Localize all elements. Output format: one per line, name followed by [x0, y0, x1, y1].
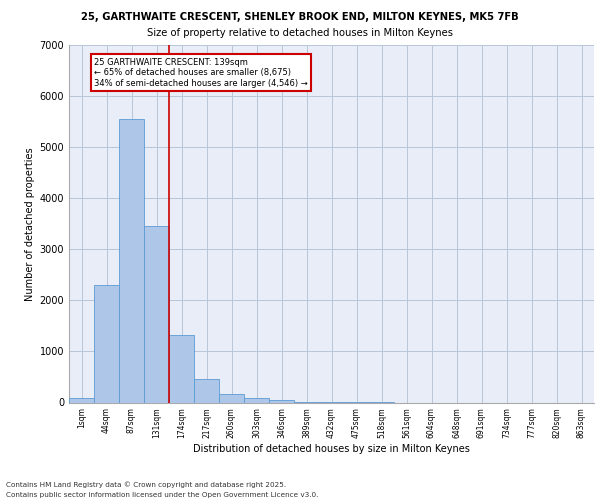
- Bar: [244, 398, 269, 402]
- Text: Contains HM Land Registry data © Crown copyright and database right 2025.: Contains HM Land Registry data © Crown c…: [6, 481, 286, 488]
- Bar: [219, 394, 244, 402]
- X-axis label: Distribution of detached houses by size in Milton Keynes: Distribution of detached houses by size …: [193, 444, 470, 454]
- Text: Size of property relative to detached houses in Milton Keynes: Size of property relative to detached ho…: [147, 28, 453, 38]
- Bar: [94, 285, 119, 403]
- Bar: [69, 398, 94, 402]
- Bar: [194, 379, 219, 402]
- Y-axis label: Number of detached properties: Number of detached properties: [25, 147, 35, 300]
- Text: Contains public sector information licensed under the Open Government Licence v3: Contains public sector information licen…: [6, 492, 319, 498]
- Text: 25 GARTHWAITE CRESCENT: 139sqm
← 65% of detached houses are smaller (8,675)
34% : 25 GARTHWAITE CRESCENT: 139sqm ← 65% of …: [94, 58, 308, 88]
- Text: 25, GARTHWAITE CRESCENT, SHENLEY BROOK END, MILTON KEYNES, MK5 7FB: 25, GARTHWAITE CRESCENT, SHENLEY BROOK E…: [81, 12, 519, 22]
- Bar: [119, 119, 144, 403]
- Bar: [169, 335, 194, 402]
- Bar: [269, 400, 294, 402]
- Bar: [144, 226, 169, 402]
